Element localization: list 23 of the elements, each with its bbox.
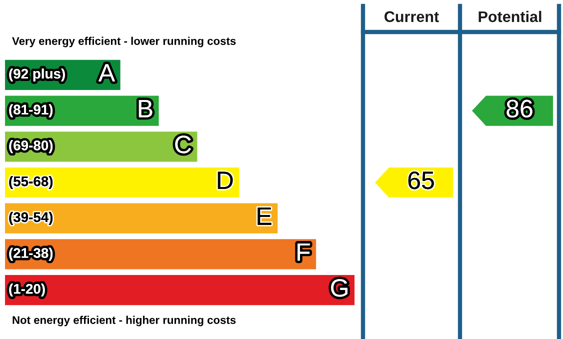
annotation: B <box>138 100 152 118</box>
text: 86 <box>506 100 532 118</box>
y-tick-label: (1-20) <box>9 284 45 297</box>
y-tick-label: (55-68) <box>9 176 53 189</box>
bar <box>5 239 316 270</box>
annotation: E <box>258 208 272 225</box>
annotation: D <box>218 172 233 189</box>
text: 65 <box>408 172 434 190</box>
text: Very energy efficient - lower running costs <box>12 36 236 48</box>
text: Potential <box>478 10 542 22</box>
bar <box>5 275 355 306</box>
annotation: C <box>175 136 192 154</box>
y-tick-label: (39-54) <box>9 212 53 225</box>
y-tick-label: (92 plus) <box>9 68 65 82</box>
annotation: A <box>98 64 116 82</box>
y-tick-label: (69-80) <box>9 140 53 154</box>
y-tick-label: (21-38) <box>9 248 53 261</box>
text: Not energy efficient - higher running costs <box>12 316 236 326</box>
text: Current <box>384 11 439 22</box>
annotation: G <box>331 279 348 297</box>
y-tick-label: (81-91) <box>9 104 53 118</box>
annotation: F <box>298 243 310 261</box>
bar <box>5 203 278 234</box>
